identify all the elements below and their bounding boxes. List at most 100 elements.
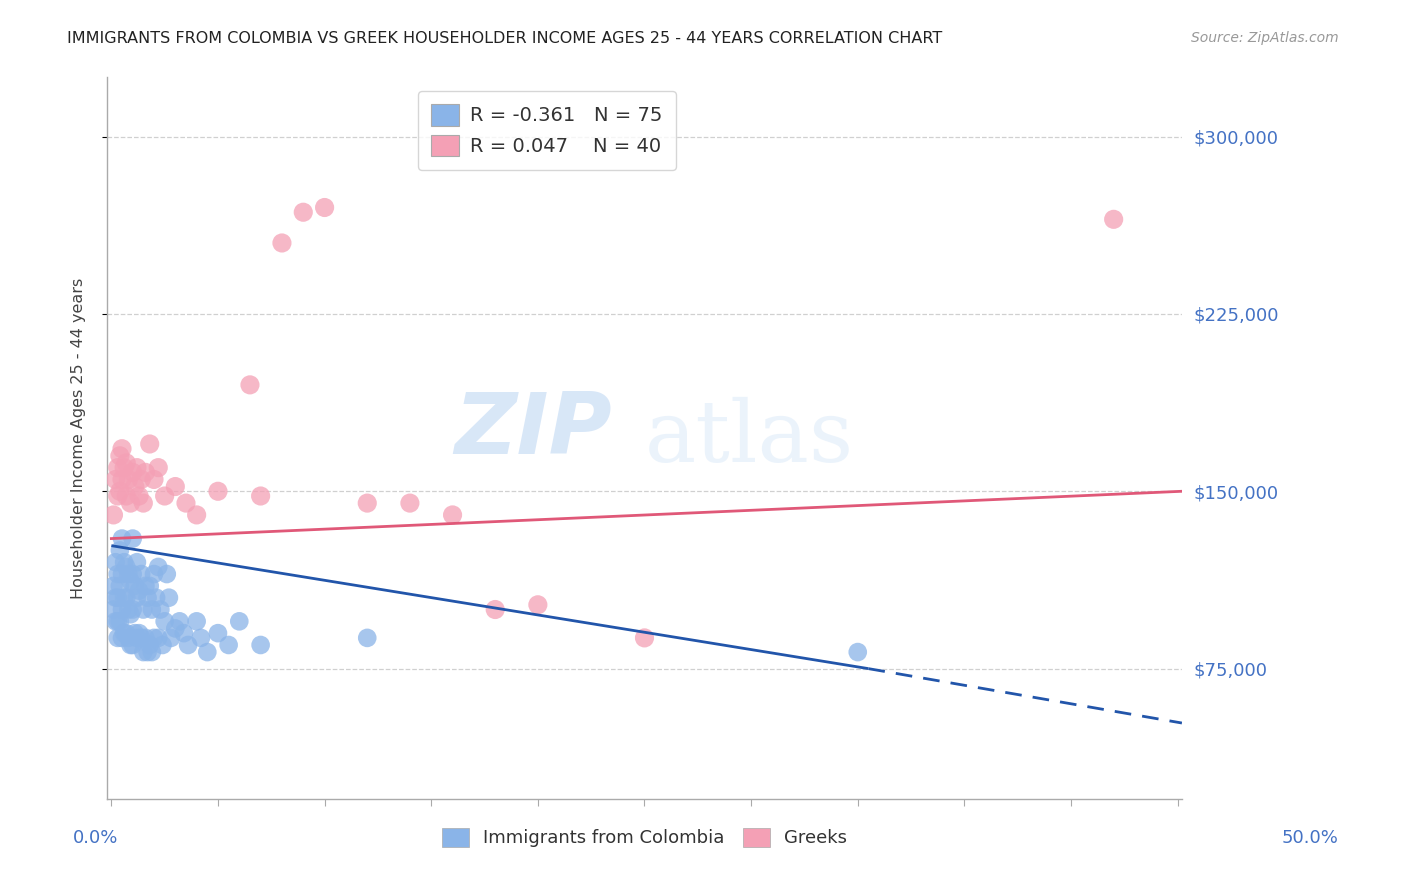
Point: [846, 645, 869, 659]
Point: [115, 591, 138, 605]
Point: [129, 567, 152, 582]
Point: [117, 631, 139, 645]
Point: [120, 607, 142, 622]
Point: [1102, 212, 1125, 227]
Point: [104, 555, 127, 569]
Point: [115, 489, 138, 503]
Point: [136, 591, 159, 605]
Point: [132, 496, 155, 510]
Point: [115, 626, 138, 640]
Point: [120, 638, 142, 652]
Point: [228, 615, 250, 629]
Point: [115, 560, 138, 574]
Text: atlas: atlas: [644, 396, 853, 480]
Point: [111, 602, 134, 616]
Text: 50.0%: 50.0%: [1282, 829, 1339, 847]
Point: [115, 456, 138, 470]
Point: [124, 479, 146, 493]
Point: [249, 489, 271, 503]
Point: [156, 567, 179, 582]
Point: [107, 615, 129, 629]
Point: [153, 489, 176, 503]
Point: [121, 638, 143, 652]
Point: [165, 622, 187, 636]
Point: [138, 579, 160, 593]
Point: [145, 591, 167, 605]
Point: [128, 583, 150, 598]
Point: [111, 567, 134, 582]
Point: [356, 496, 378, 510]
Point: [111, 442, 134, 456]
Point: [152, 638, 174, 652]
Point: [125, 555, 148, 569]
Point: [120, 574, 142, 588]
Point: [174, 496, 197, 510]
Text: Source: ZipAtlas.com: Source: ZipAtlas.com: [1191, 31, 1339, 45]
Point: [104, 591, 127, 605]
Point: [160, 631, 183, 645]
Point: [107, 460, 129, 475]
Point: [108, 449, 131, 463]
Point: [292, 205, 315, 219]
Point: [207, 626, 229, 640]
Point: [107, 631, 129, 645]
Point: [195, 645, 218, 659]
Point: [134, 579, 156, 593]
Point: [104, 473, 127, 487]
Point: [165, 479, 187, 493]
Point: [117, 602, 139, 616]
Point: [132, 602, 155, 616]
Point: [108, 615, 131, 629]
Point: [120, 496, 142, 510]
Point: [186, 508, 208, 522]
Point: [103, 579, 125, 593]
Point: [107, 567, 129, 582]
Point: [103, 508, 125, 522]
Point: [121, 567, 143, 582]
Point: [128, 626, 150, 640]
Point: [104, 615, 127, 629]
Point: [108, 543, 131, 558]
Point: [111, 631, 134, 645]
Point: [112, 460, 135, 475]
Point: [134, 466, 156, 480]
Text: 0.0%: 0.0%: [73, 829, 118, 847]
Point: [103, 602, 125, 616]
Point: [484, 602, 506, 616]
Point: [173, 626, 195, 640]
Point: [143, 631, 166, 645]
Text: IMMIGRANTS FROM COLOMBIA VS GREEK HOUSEHOLDER INCOME AGES 25 - 44 YEARS CORRELAT: IMMIGRANTS FROM COLOMBIA VS GREEK HOUSEH…: [67, 31, 943, 46]
Point: [169, 615, 191, 629]
Point: [129, 631, 152, 645]
Point: [107, 591, 129, 605]
Point: [153, 615, 176, 629]
Point: [399, 496, 422, 510]
Point: [112, 626, 135, 640]
Point: [121, 532, 143, 546]
Point: [218, 638, 240, 652]
Point: [157, 591, 180, 605]
Point: [138, 437, 160, 451]
Point: [111, 473, 134, 487]
Point: [117, 473, 139, 487]
Point: [125, 460, 148, 475]
Point: [143, 473, 166, 487]
Point: [136, 645, 159, 659]
Point: [134, 631, 156, 645]
Point: [177, 638, 200, 652]
Point: [111, 532, 134, 546]
Point: [107, 489, 129, 503]
Point: [239, 377, 262, 392]
Point: [112, 591, 135, 605]
Point: [633, 631, 655, 645]
Point: [314, 201, 336, 215]
Point: [141, 602, 163, 616]
Point: [124, 626, 146, 640]
Y-axis label: Householder Income Ages 25 - 44 years: Householder Income Ages 25 - 44 years: [72, 277, 86, 599]
Point: [125, 591, 148, 605]
Point: [148, 631, 170, 645]
Point: [141, 645, 163, 659]
Point: [112, 555, 135, 569]
Point: [129, 473, 152, 487]
Point: [271, 235, 294, 250]
